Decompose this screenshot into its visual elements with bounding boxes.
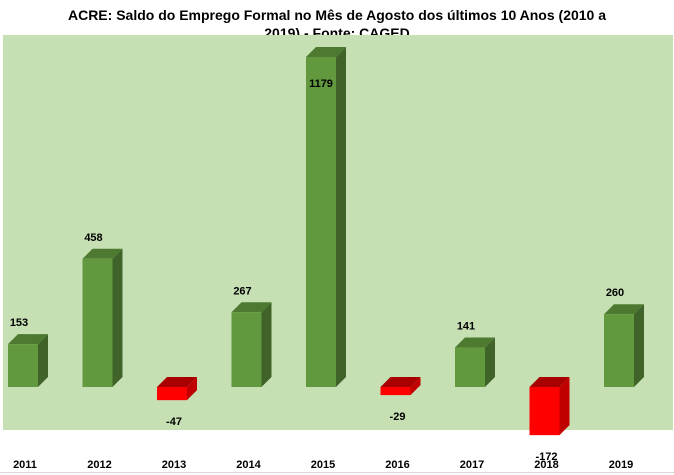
bar-2014 — [231, 302, 272, 387]
bar-side-face — [559, 377, 570, 436]
bar-front-face — [529, 387, 560, 436]
bar-side-face — [112, 248, 123, 387]
bar-side-face — [410, 377, 421, 396]
bar-top-face — [8, 334, 48, 345]
bar-side-face — [634, 304, 644, 387]
data-label: -172 — [535, 451, 557, 463]
bar-side-face — [336, 47, 346, 387]
data-label: 1179 — [309, 78, 333, 90]
bar-front-face — [455, 347, 485, 387]
bar-2013 — [157, 377, 197, 401]
bar-top-face — [306, 47, 346, 57]
bar-front-face — [8, 344, 38, 387]
bar-front-face — [306, 57, 336, 387]
x-tick-label: 2012 — [87, 459, 111, 471]
bar-2016 — [380, 377, 421, 396]
bar-2015 — [306, 47, 346, 387]
data-labels-group: 153 458 -47 267 1179 -29 141 -172 260 — [10, 78, 624, 463]
bar-side-face — [38, 334, 48, 387]
bar-top-face — [529, 377, 570, 387]
bars-group — [8, 47, 644, 436]
data-label: 458 — [84, 232, 102, 244]
bar-side-face — [261, 302, 272, 387]
bar-top-face — [455, 337, 495, 348]
bar-front-face — [157, 387, 187, 401]
data-label: -29 — [390, 411, 406, 423]
chart-title-line1: ACRE: Saldo do Emprego Formal no Mês de … — [67, 7, 607, 23]
x-tick-label: 2014 — [236, 459, 261, 471]
x-tick-label: 2017 — [460, 459, 484, 471]
bar-2018 — [529, 377, 570, 436]
bar-top-face — [157, 377, 197, 387]
x-tick-label: 2015 — [311, 459, 335, 471]
bottom-border — [0, 472, 674, 473]
bar-top-face — [82, 248, 123, 259]
bar-side-face — [485, 337, 495, 387]
bar-top-face — [380, 377, 421, 387]
bar-front-face — [82, 258, 113, 387]
x-tick-label: 2018 — [534, 459, 558, 471]
bar-front-face — [231, 312, 262, 387]
bar-2011 — [8, 334, 48, 387]
data-label: 153 — [10, 317, 28, 329]
bar-side-face — [187, 377, 197, 401]
x-tick-label: 2011 — [13, 459, 37, 471]
data-label: 267 — [233, 285, 251, 297]
x-axis-tick-labels: 2011 2012 2013 2014 2015 2016 2017 2018 2019 — [13, 459, 633, 471]
bar-front-face — [604, 314, 634, 387]
bar-2017 — [455, 337, 495, 387]
data-label: 260 — [606, 287, 624, 299]
bar-front-face — [380, 387, 411, 396]
x-tick-label: 2013 — [162, 459, 186, 471]
data-label: -47 — [166, 416, 182, 428]
x-tick-label: 2019 — [609, 459, 633, 471]
bar-top-face — [231, 302, 272, 313]
bar-2019 — [604, 304, 644, 387]
bar-2012 — [82, 248, 123, 387]
bar-top-face — [604, 304, 644, 315]
data-label: 141 — [457, 321, 475, 333]
x-tick-label: 2016 — [385, 459, 409, 471]
